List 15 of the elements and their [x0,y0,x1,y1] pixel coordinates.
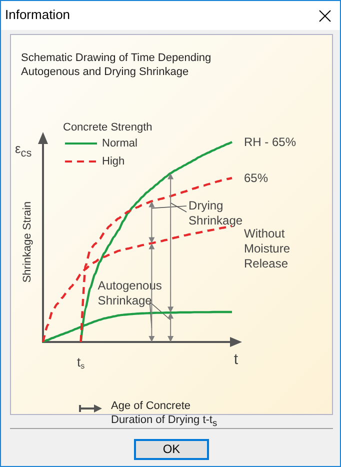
text: Without Moisture Release [244,226,294,270]
legend-label: High [102,156,125,168]
legend-label: Normal [102,138,138,150]
text: RH - 65% [244,135,296,149]
text: Duration of Drying t-t$_{s}$ [111,413,218,430]
chart-title: Information [5,7,70,22]
text: 65% [244,171,268,185]
legend-title: Concrete Strength [63,122,152,134]
text: OK [134,439,209,460]
chart-subtitle: Schematic Drawing of Time Depending Autogenous and Drying Shrinkage [21,51,212,79]
text: Age of Concrete [111,399,192,413]
annotation: Drying Shrinkage [188,198,243,228]
y-axis-title: Shrinkage Strain [22,201,34,283]
text: ε$_{cs}$ [15,141,32,160]
x-axis-title: t [234,351,239,368]
